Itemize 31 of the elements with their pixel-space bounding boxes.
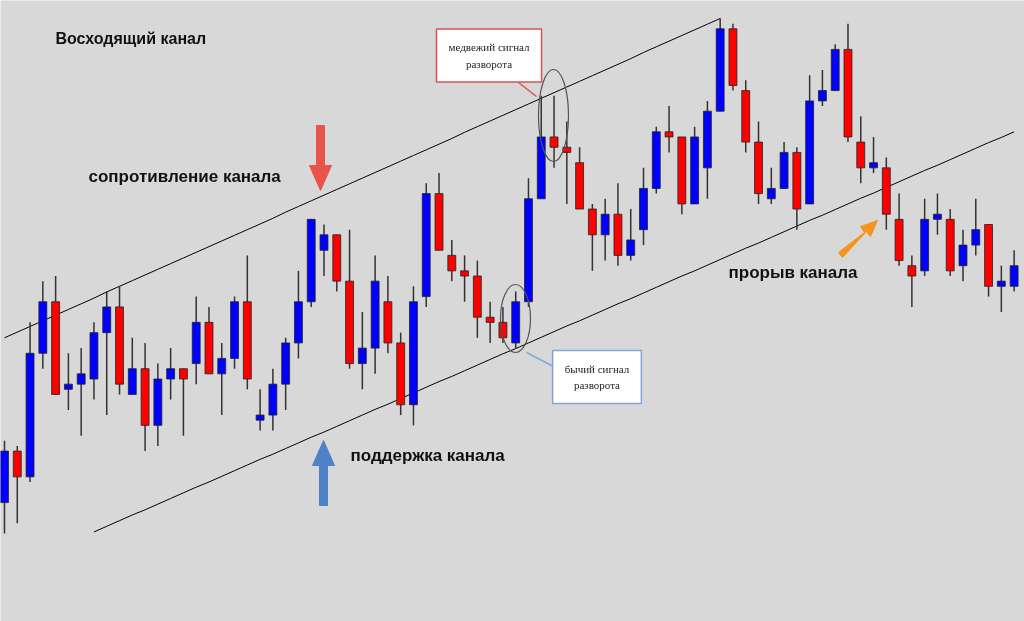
candlestick — [766, 167, 776, 205]
annotation: сопротивление канала — [88, 167, 282, 186]
annotation: бычий сигнал разворота — [564, 362, 630, 392]
annotation: медвежий сигнал разворота — [448, 41, 531, 70]
candlestick — [319, 223, 329, 277]
candlestick — [166, 347, 175, 401]
candlestick — [64, 352, 73, 411]
annotation: прорыв канала — [728, 263, 859, 282]
candlestick — [179, 367, 188, 437]
candlestick — [664, 105, 674, 154]
candlestick — [217, 342, 227, 416]
candlestick — [562, 120, 572, 205]
candlestick — [869, 136, 878, 174]
candlestick — [933, 192, 942, 236]
candlestick — [626, 208, 636, 262]
candlestick — [958, 228, 968, 282]
candlestick — [485, 301, 495, 344]
candlestick — [255, 388, 265, 432]
candlestick — [460, 254, 469, 303]
candlestick — [549, 95, 559, 169]
candlestick — [447, 239, 457, 282]
candlestick — [907, 254, 917, 308]
annotation: поддержка канала — [350, 446, 506, 465]
candlestick — [76, 347, 86, 437]
candlestick — [996, 264, 1006, 313]
candlestick — [971, 198, 981, 257]
candlestick — [600, 198, 610, 262]
candlestick — [357, 311, 367, 391]
candlestick — [1009, 249, 1019, 293]
text: Восходящий канал — [55, 30, 207, 47]
candlestick — [818, 69, 827, 107]
